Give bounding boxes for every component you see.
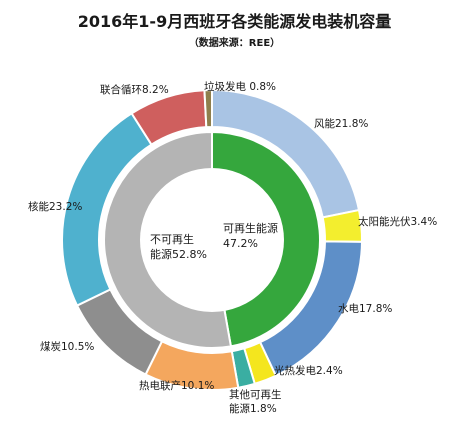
outer-ring-label-4: 其他可再生能源1.8%	[229, 388, 282, 415]
outer-ring-label-0: 风能21.8%	[314, 117, 368, 130]
donut-hole	[140, 168, 284, 312]
outer-ring-label-3: 光热发电2.4%	[274, 364, 343, 377]
outer-ring-label-6: 煤炭10.5%	[40, 340, 94, 353]
chart-title: 2016年1-9月西班牙各类能源发电装机容量	[77, 12, 392, 31]
outer-ring-label-1: 太阳能光伏3.4%	[358, 215, 437, 228]
outer-ring-label-9: 垃圾发电 0.8%	[204, 80, 276, 93]
outer-ring-label-5: 热电联产10.1%	[139, 379, 214, 392]
outer-ring-label-8: 联合循环8.2%	[100, 83, 169, 96]
outer-ring-slice-9	[203, 88, 213, 129]
inner-ring-label-0: 可再生能源 47.2%	[223, 221, 278, 250]
outer-ring-label-2: 水电17.8%	[338, 302, 392, 315]
outer-ring-label-7: 核能23.2%	[28, 200, 82, 213]
chart-subtitle: （数据来源：REE）	[188, 38, 281, 49]
inner-ring-label-1: 不可再生能源52.8%	[150, 232, 207, 261]
